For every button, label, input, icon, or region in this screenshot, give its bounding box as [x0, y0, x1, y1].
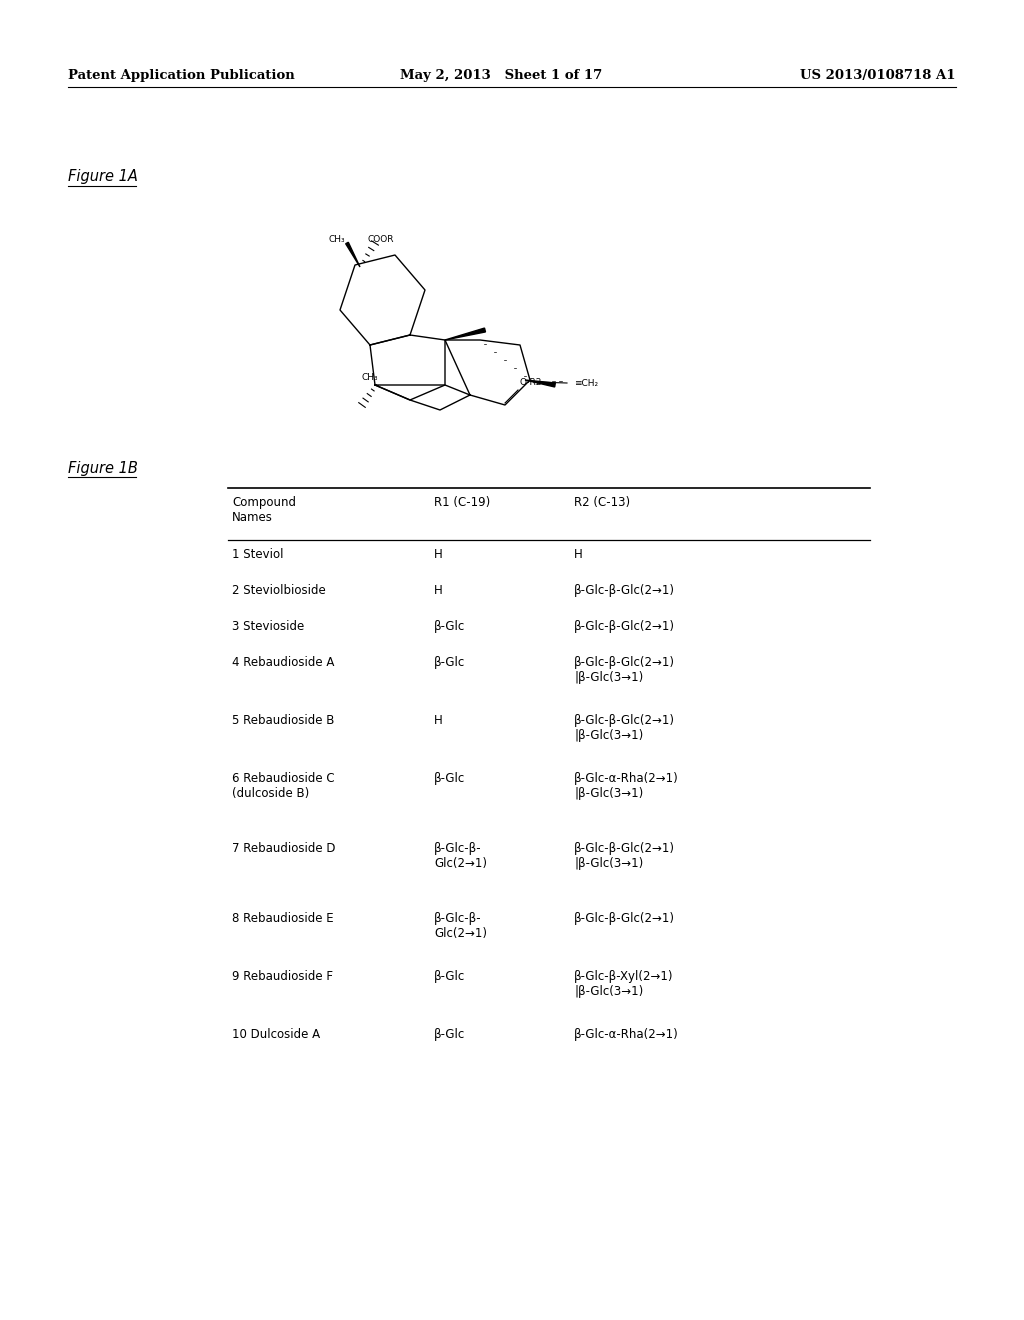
Text: β-Glc-α-Rha(2→1): β-Glc-α-Rha(2→1) [574, 1028, 679, 1041]
Text: CH₃: CH₃ [361, 374, 378, 381]
Polygon shape [445, 329, 485, 341]
Text: ≡CH₂: ≡CH₂ [574, 379, 598, 388]
Text: O-R2: O-R2 [520, 378, 543, 387]
Polygon shape [525, 380, 555, 387]
Text: β-Glc-α-Rha(2→1)
|β-Glc(3→1): β-Glc-α-Rha(2→1) |β-Glc(3→1) [574, 772, 679, 800]
Text: 4 Rebaudioside A: 4 Rebaudioside A [232, 656, 335, 669]
Text: 5 Rebaudioside B: 5 Rebaudioside B [232, 714, 335, 727]
Text: 3 Stevioside: 3 Stevioside [232, 620, 304, 634]
Text: Figure 1A: Figure 1A [68, 169, 138, 185]
Text: β-Glc: β-Glc [434, 1028, 465, 1041]
Text: β-Glc-β-Glc(2→1)
|β-Glc(3→1): β-Glc-β-Glc(2→1) |β-Glc(3→1) [574, 656, 675, 684]
Text: β-Glc: β-Glc [434, 970, 465, 983]
Text: β-Glc: β-Glc [434, 656, 465, 669]
Text: β-Glc-β-Glc(2→1)
|β-Glc(3→1): β-Glc-β-Glc(2→1) |β-Glc(3→1) [574, 714, 675, 742]
Text: US 2013/0108718 A1: US 2013/0108718 A1 [801, 69, 956, 82]
Text: COOR: COOR [367, 235, 393, 244]
Text: β-Glc-β-Glc(2→1): β-Glc-β-Glc(2→1) [574, 583, 675, 597]
Text: β-Glc-β-Glc(2→1): β-Glc-β-Glc(2→1) [574, 912, 675, 925]
Text: R1 (C-19): R1 (C-19) [434, 496, 490, 510]
Text: 1 Steviol: 1 Steviol [232, 548, 284, 561]
Text: Compound
Names: Compound Names [232, 496, 296, 524]
Text: β-Glc-β-
Glc(2→1): β-Glc-β- Glc(2→1) [434, 842, 487, 870]
Text: 2 Steviolbioside: 2 Steviolbioside [232, 583, 326, 597]
Text: May 2, 2013   Sheet 1 of 17: May 2, 2013 Sheet 1 of 17 [400, 69, 602, 82]
Text: H: H [574, 548, 583, 561]
Text: Figure 1B: Figure 1B [68, 461, 138, 475]
Text: 9 Rebaudioside F: 9 Rebaudioside F [232, 970, 333, 983]
Text: β-Glc: β-Glc [434, 620, 465, 634]
Text: 10 Dulcoside A: 10 Dulcoside A [232, 1028, 321, 1041]
Text: β-Glc: β-Glc [434, 772, 465, 785]
Polygon shape [346, 243, 360, 267]
Text: H: H [434, 714, 442, 727]
Text: β-Glc-β-Glc(2→1): β-Glc-β-Glc(2→1) [574, 620, 675, 634]
Text: CH₃: CH₃ [329, 235, 345, 244]
Text: 8 Rebaudioside E: 8 Rebaudioside E [232, 912, 334, 925]
Text: H: H [434, 548, 442, 561]
Text: 6 Rebaudioside C
(dulcoside B): 6 Rebaudioside C (dulcoside B) [232, 772, 335, 800]
Text: β-Glc-β-Xyl(2→1)
|β-Glc(3→1): β-Glc-β-Xyl(2→1) |β-Glc(3→1) [574, 970, 674, 998]
Text: β-Glc-β-Glc(2→1)
|β-Glc(3→1): β-Glc-β-Glc(2→1) |β-Glc(3→1) [574, 842, 675, 870]
Text: R2 (C-13): R2 (C-13) [574, 496, 630, 510]
Text: 7 Rebaudioside D: 7 Rebaudioside D [232, 842, 336, 855]
Text: Patent Application Publication: Patent Application Publication [68, 69, 295, 82]
Text: β-Glc-β-
Glc(2→1): β-Glc-β- Glc(2→1) [434, 912, 487, 940]
Text: H: H [434, 583, 442, 597]
